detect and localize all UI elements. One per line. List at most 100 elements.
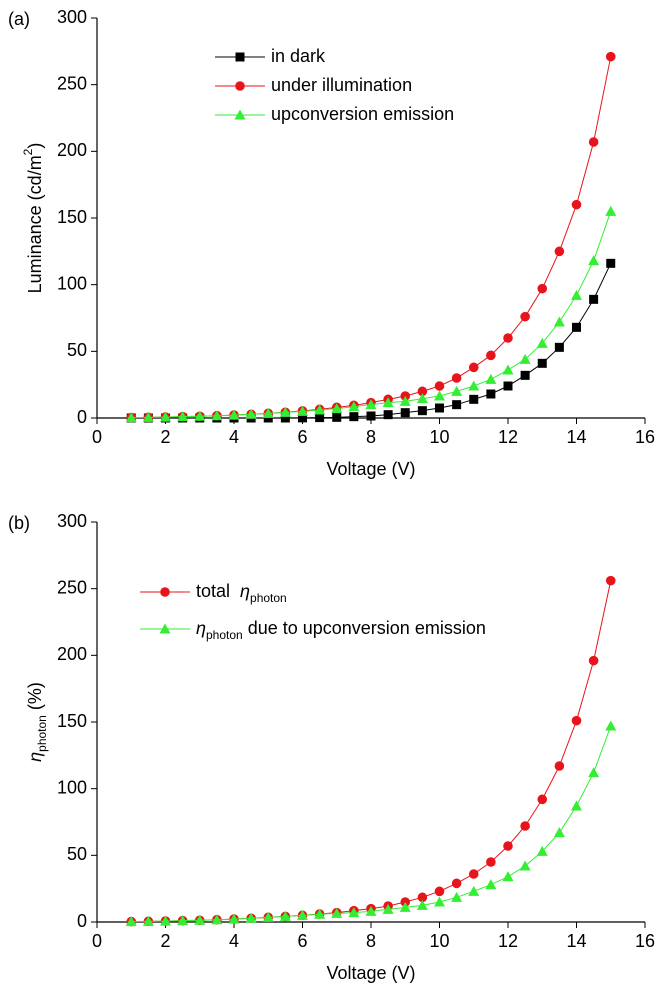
panel-label: (b) [8, 513, 30, 533]
y-tick-label: 50 [67, 844, 87, 864]
legend-label-part: due to upconversion emission [243, 618, 486, 638]
y-tick-label: 100 [57, 777, 87, 797]
marker [588, 767, 600, 778]
x-tick-label: 0 [92, 931, 102, 951]
marker [503, 841, 513, 851]
marker [365, 399, 377, 410]
marker [537, 794, 548, 805]
marker [589, 294, 599, 304]
x-tick-label: 10 [429, 427, 449, 447]
marker [554, 761, 565, 771]
marker [142, 411, 154, 422]
x-tick-label: 14 [566, 427, 586, 447]
x-tick-label: 2 [160, 931, 170, 951]
y-tick-label: 150 [57, 207, 87, 227]
marker [365, 905, 377, 916]
y-axis-label: Luminance (cd/m2) [21, 143, 45, 294]
x-tick-label: 6 [297, 931, 307, 951]
marker [417, 386, 428, 397]
x-axis-label: Voltage (V) [326, 963, 415, 983]
marker [434, 886, 445, 897]
marker [417, 892, 428, 903]
y-axis-label-part: 2 [21, 148, 35, 155]
legend-label: ηphoton due to upconversion emission [196, 618, 486, 642]
marker [416, 393, 428, 404]
marker [279, 910, 291, 921]
legend-label-part: η [196, 618, 206, 638]
marker [502, 871, 514, 882]
y-tick-label: 0 [77, 407, 87, 427]
series-line [131, 725, 612, 923]
y-tick-label: 250 [57, 577, 87, 597]
x-tick-label: 14 [566, 931, 586, 951]
marker [331, 907, 343, 918]
marker [468, 362, 479, 373]
marker [399, 395, 411, 406]
legend-label-part: upconversion emission [271, 104, 454, 124]
y-axis-label-part: photon [35, 715, 49, 752]
marker [520, 821, 530, 831]
legend-label: in dark [271, 46, 326, 66]
marker [280, 413, 290, 423]
legend-label-part: in dark [271, 46, 326, 66]
legend-label-part: under illumination [271, 75, 412, 95]
marker [416, 899, 428, 910]
legend-marker [160, 587, 170, 597]
marker [262, 407, 274, 418]
marker [194, 914, 206, 925]
marker [571, 800, 582, 811]
series-line [131, 211, 612, 419]
marker [536, 337, 548, 348]
marker [314, 404, 326, 415]
marker [194, 410, 206, 421]
marker [502, 364, 514, 375]
legend-label-part: photon [206, 628, 243, 642]
marker [177, 915, 189, 926]
marker [588, 137, 599, 147]
marker [245, 912, 257, 923]
x-tick-label: 16 [635, 427, 655, 447]
marker [519, 353, 531, 364]
y-axis-label-part: (%) [25, 682, 45, 715]
marker [298, 413, 307, 423]
marker [435, 403, 444, 413]
y-axis-label-part: ) [25, 143, 45, 149]
marker [468, 380, 480, 391]
marker [588, 255, 600, 266]
marker [520, 311, 530, 322]
marker [554, 246, 565, 257]
marker [520, 370, 530, 380]
marker [605, 720, 617, 731]
marker [332, 412, 342, 422]
marker [434, 896, 445, 907]
marker [537, 283, 548, 294]
marker [383, 410, 393, 420]
y-tick-label: 200 [57, 140, 87, 160]
marker [125, 412, 137, 423]
x-axis-label: Voltage (V) [326, 459, 415, 479]
marker [503, 381, 513, 391]
marker [451, 373, 462, 383]
marker [314, 908, 326, 919]
marker [536, 845, 548, 856]
marker [211, 914, 223, 925]
y-tick-label: 200 [57, 644, 87, 664]
marker [486, 857, 496, 867]
marker [177, 411, 189, 422]
y-tick-label: 150 [57, 711, 87, 731]
x-tick-label: 16 [635, 931, 655, 951]
marker [486, 389, 496, 399]
marker [349, 412, 359, 422]
legend-marker [234, 109, 246, 120]
marker [452, 400, 462, 410]
marker [486, 350, 496, 361]
legend-label-part: photon [250, 591, 287, 605]
x-tick-label: 4 [229, 931, 239, 951]
marker [434, 381, 445, 391]
marker [451, 385, 463, 396]
panel-label: (a) [8, 9, 30, 29]
marker [348, 907, 360, 918]
marker [605, 51, 616, 62]
x-tick-label: 12 [498, 931, 518, 951]
marker [485, 373, 497, 384]
